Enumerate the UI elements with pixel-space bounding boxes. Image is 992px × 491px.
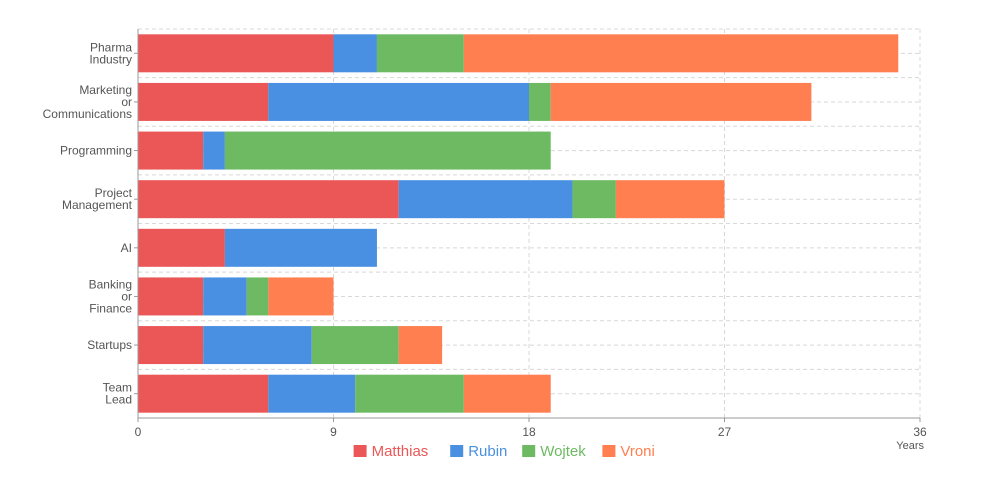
bar-wojtek[interactable] xyxy=(355,374,464,413)
bar-vroni[interactable] xyxy=(550,82,812,121)
bar-rubin[interactable] xyxy=(203,277,247,316)
bar-matthias[interactable] xyxy=(138,180,399,219)
bar-vroni[interactable] xyxy=(615,180,725,219)
bar-vroni[interactable] xyxy=(268,277,334,316)
category-label: AI xyxy=(121,241,132,255)
bar-matthias[interactable] xyxy=(138,326,204,365)
bar-matthias[interactable] xyxy=(138,82,269,121)
legend-label: Vroni xyxy=(620,443,654,460)
bar-rubin[interactable] xyxy=(268,374,356,413)
bar-rubin[interactable] xyxy=(268,82,529,121)
bar-matthias[interactable] xyxy=(138,374,269,413)
bar-wojtek[interactable] xyxy=(529,82,551,121)
x-tick-label: 9 xyxy=(330,425,337,439)
category-label: Marketing or Communications xyxy=(43,83,132,121)
category-label: Startups xyxy=(87,338,132,352)
legend-swatch xyxy=(602,445,616,457)
category-label: Programming xyxy=(60,144,132,158)
bar-matthias[interactable] xyxy=(138,277,204,316)
bar-wojtek[interactable] xyxy=(224,131,551,170)
bar-wojtek[interactable] xyxy=(572,180,616,219)
bar-wojtek[interactable] xyxy=(311,326,399,365)
bar-wojtek[interactable] xyxy=(376,34,464,73)
bar-rubin[interactable] xyxy=(203,131,225,170)
bar-rubin[interactable] xyxy=(203,326,312,365)
legend-swatch xyxy=(450,445,464,457)
x-tick-label: 36 xyxy=(913,425,927,439)
legend-swatch xyxy=(522,445,536,457)
bar-rubin[interactable] xyxy=(398,180,573,219)
bar-rubin[interactable] xyxy=(224,228,377,267)
x-tick-label: 18 xyxy=(522,425,536,439)
bar-matthias[interactable] xyxy=(138,34,334,73)
bar-vroni[interactable] xyxy=(463,374,551,413)
bar-matthias[interactable] xyxy=(138,131,204,170)
x-tick-label: 27 xyxy=(718,425,732,439)
legend-swatch xyxy=(353,445,367,457)
category-label: Project Management xyxy=(62,186,133,212)
category-label: Pharma Industry xyxy=(89,40,132,66)
category-labels: Pharma Industry Marketing or Communications P… xyxy=(43,40,133,406)
legend-label: Matthias xyxy=(372,443,429,460)
legend-item-matthias[interactable]: Matthias xyxy=(353,443,429,460)
legend-item-rubin[interactable]: Rubin xyxy=(450,443,507,460)
legend-item-vroni[interactable]: Vroni xyxy=(602,443,655,460)
axes xyxy=(134,29,921,422)
x-tick-label: 0 xyxy=(135,425,142,439)
legend-item-wojtek[interactable]: Wojtek xyxy=(522,443,586,460)
legend-label: Rubin xyxy=(468,443,507,460)
legend: Matthias Rubin Wojtek Vroni xyxy=(353,443,655,460)
bars xyxy=(138,34,899,413)
x-tick-labels: 0 9 18 27 36 xyxy=(135,425,927,439)
bar-wojtek[interactable] xyxy=(246,277,269,316)
category-label: Team Lead xyxy=(103,381,132,407)
legend-label: Wojtek xyxy=(540,443,586,460)
bar-vroni[interactable] xyxy=(463,34,899,73)
category-label: Banking or Finance xyxy=(89,277,133,315)
bar-rubin[interactable] xyxy=(333,34,377,73)
bar-vroni[interactable] xyxy=(398,326,443,365)
bar-matthias[interactable] xyxy=(138,228,225,267)
x-axis-title: Years xyxy=(896,440,924,452)
